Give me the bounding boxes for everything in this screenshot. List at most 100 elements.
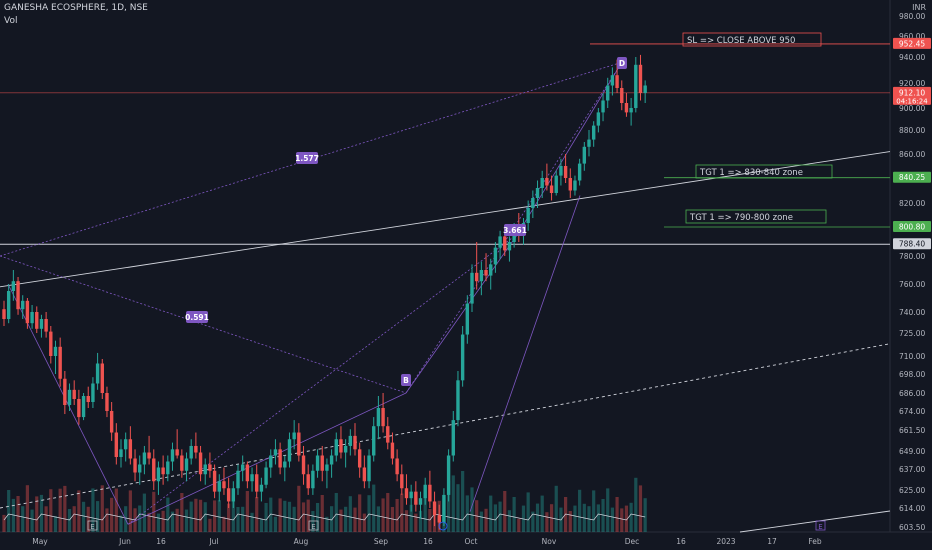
price-label-tag: [893, 37, 931, 49]
price-tick-label: 760.00: [899, 280, 925, 289]
candle-body: [409, 491, 413, 499]
candle-body: [559, 166, 563, 176]
candle-body: [615, 75, 619, 88]
candle-body: [390, 442, 395, 459]
volume-bar: [325, 516, 329, 532]
price-tick-label: 860.00: [899, 150, 925, 159]
volume-bar: [531, 511, 535, 532]
price-tick-label: 725.00: [899, 329, 925, 338]
volume-bar: [447, 480, 451, 532]
candle-body: [643, 85, 647, 93]
annotation-text: SL => CLOSE ABOVE 950: [687, 36, 795, 46]
candle-body: [222, 481, 226, 489]
candle-body: [573, 180, 577, 191]
candle-body: [203, 464, 207, 475]
candle-body: [297, 432, 301, 456]
candle-body: [610, 75, 615, 86]
candle-body: [353, 435, 357, 450]
candle-body: [442, 494, 446, 523]
pattern-line: [405, 233, 519, 394]
volume-bar: [493, 504, 497, 532]
candle-body: [423, 484, 427, 499]
volume-bar: [362, 513, 366, 532]
candle-body: [91, 383, 95, 402]
candle-body: [531, 198, 535, 208]
volume-bar: [208, 518, 212, 532]
price-tick-label: 603.50: [899, 523, 925, 532]
candle-body: [208, 464, 212, 471]
candle-body: [35, 312, 39, 329]
volume-bar: [315, 503, 320, 532]
volume-bar: [7, 490, 11, 532]
price-tick-label: 686.00: [899, 389, 925, 398]
candle-body: [465, 303, 470, 335]
candle-body: [446, 455, 451, 495]
volume-bar: [147, 512, 151, 532]
time-tick-label: Dec: [625, 537, 640, 546]
candle-body: [563, 166, 568, 178]
candle-body: [255, 474, 259, 492]
candle-body: [634, 64, 638, 108]
volume-bar: [203, 502, 207, 532]
price-label-tag: [893, 171, 931, 183]
price-tick-label: 940.00: [899, 53, 925, 62]
candle-body: [152, 458, 156, 482]
volume-bar: [456, 484, 460, 532]
candle-body: [348, 435, 353, 446]
candle-body: [339, 439, 343, 453]
candle-body: [49, 331, 53, 356]
volume-bar: [301, 502, 306, 532]
volume-bar: [91, 488, 95, 532]
volume-bar: [53, 516, 58, 532]
candle-body: [474, 272, 479, 282]
price-label-text: 788.40: [899, 240, 925, 249]
volume-bar: [423, 497, 427, 532]
price-label-tag: [893, 86, 931, 105]
volume-bar: [395, 499, 399, 532]
volume-bar: [264, 503, 268, 532]
candle-body: [212, 470, 217, 492]
pattern-ratio-label-bg: [186, 311, 208, 323]
price-tick-label: 820.00: [899, 199, 925, 208]
volume-bar: [180, 493, 184, 532]
event-marker-box: [815, 520, 826, 531]
time-tick-label: 16: [156, 537, 166, 546]
time-tick-label: Jun: [118, 537, 131, 546]
candle-body: [306, 474, 310, 489]
time-tick-label: Feb: [808, 537, 822, 546]
pattern-ratio-label: 1.577: [295, 154, 319, 163]
volume-bar: [77, 490, 81, 532]
volume-bar: [128, 490, 132, 532]
candle-body: [357, 449, 362, 468]
volume-bar: [484, 508, 488, 532]
volume-bar: [278, 498, 282, 532]
price-tick-label: 698.00: [899, 370, 925, 379]
candle-body: [526, 208, 530, 223]
candle-body: [81, 396, 86, 418]
price-tick-label: 980.00: [899, 12, 925, 21]
candle-body: [86, 396, 90, 402]
time-tick-label: 16: [676, 537, 686, 546]
volume-bar: [16, 496, 20, 532]
candle-body: [320, 455, 324, 471]
candle-body: [479, 270, 484, 282]
candle-body: [372, 426, 376, 456]
candle-body: [362, 467, 367, 482]
candle-body: [545, 178, 549, 186]
candle-body: [606, 85, 610, 101]
candle-body: [507, 242, 512, 251]
volume-bar: [49, 489, 53, 532]
price-tick-label: 920.00: [899, 79, 925, 88]
candle-body: [498, 236, 502, 248]
price-tick-label: 649.00: [899, 447, 925, 456]
candle-body: [21, 300, 25, 310]
volume-ma-line: [3, 513, 646, 521]
time-tick-label: 2023: [716, 537, 735, 546]
time-tick-label: May: [32, 537, 48, 546]
volume-bar: [578, 489, 582, 532]
time-tick-label: Oct: [465, 537, 478, 546]
volume-bar: [11, 498, 15, 532]
pattern-line: [469, 195, 581, 512]
